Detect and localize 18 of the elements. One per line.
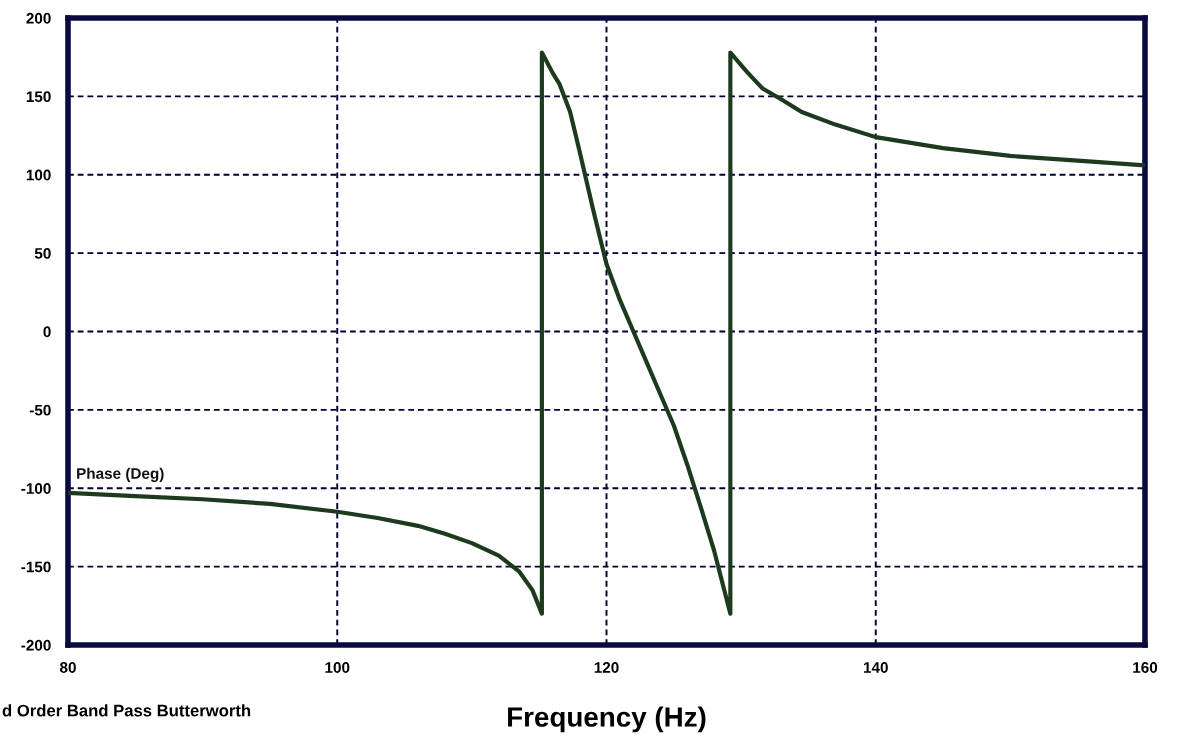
y-tick-label: -150 [21, 561, 51, 573]
y-tick-label: 150 [26, 91, 51, 103]
x-tick-label: 140 [863, 662, 888, 673]
y-tick-label: 50 [34, 247, 51, 259]
line-series [68, 50, 1145, 616]
x-tick-label: 120 [594, 662, 619, 673]
y-tick-label: -200 [21, 639, 51, 651]
x-axis-title: Frequency (Hz) [508, 706, 706, 733]
series-label: Phase (Deg) [77, 467, 164, 482]
x-tick-label: 160 [1133, 662, 1158, 673]
x-tick-label: 80 [59, 662, 76, 673]
y-tick-label: 0 [43, 326, 51, 338]
y-tick-label: 200 [26, 12, 51, 24]
text: d Order Band Pass Butterworth [2, 704, 251, 717]
y-tick-label: -50 [29, 404, 51, 416]
x-tick-label: 100 [325, 662, 350, 673]
y-tick-label: -100 [21, 483, 51, 494]
y-tick-label: 100 [26, 169, 51, 181]
